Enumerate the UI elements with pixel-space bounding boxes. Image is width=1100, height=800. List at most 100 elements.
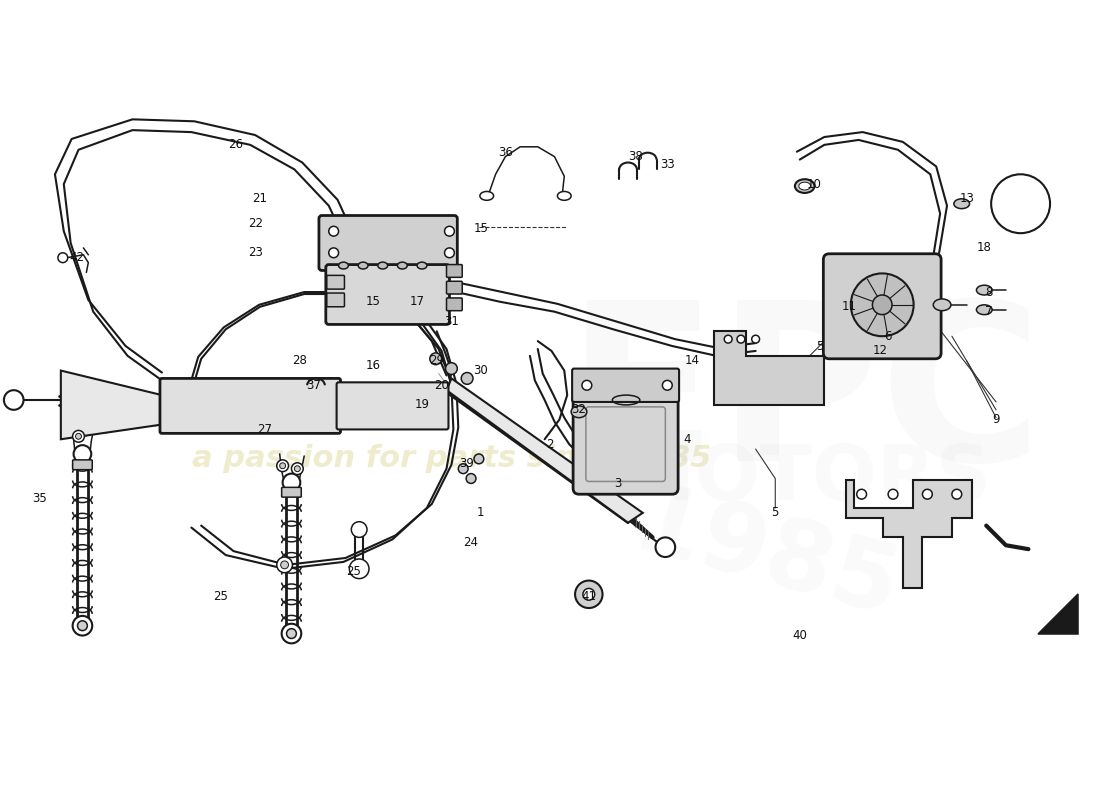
- Ellipse shape: [795, 179, 814, 193]
- Polygon shape: [846, 481, 971, 589]
- Text: 19: 19: [415, 398, 429, 411]
- Ellipse shape: [954, 199, 969, 209]
- Circle shape: [279, 463, 286, 469]
- Circle shape: [73, 616, 92, 635]
- Circle shape: [280, 561, 288, 569]
- Text: 28: 28: [292, 354, 307, 367]
- Circle shape: [58, 253, 68, 262]
- Circle shape: [583, 589, 595, 600]
- Circle shape: [430, 353, 441, 365]
- Text: MOTORS: MOTORS: [619, 442, 991, 515]
- Ellipse shape: [359, 262, 369, 269]
- Text: 31: 31: [444, 315, 459, 328]
- Text: 3: 3: [615, 477, 622, 490]
- Circle shape: [751, 335, 760, 343]
- Text: 42: 42: [69, 251, 84, 264]
- Circle shape: [582, 380, 592, 390]
- Circle shape: [461, 373, 473, 384]
- Text: 13: 13: [959, 192, 975, 206]
- Text: 41: 41: [581, 590, 596, 602]
- Circle shape: [295, 466, 300, 472]
- FancyBboxPatch shape: [572, 369, 679, 402]
- Text: 26: 26: [228, 138, 243, 151]
- Text: 11: 11: [842, 300, 857, 314]
- Text: 4: 4: [683, 433, 691, 446]
- Text: a passion for parts since 1985: a passion for parts since 1985: [191, 444, 711, 474]
- Circle shape: [857, 490, 867, 499]
- Circle shape: [351, 522, 367, 538]
- FancyBboxPatch shape: [573, 394, 678, 494]
- Circle shape: [446, 362, 458, 374]
- FancyBboxPatch shape: [327, 293, 344, 306]
- Circle shape: [287, 629, 296, 638]
- Text: 29: 29: [429, 354, 444, 367]
- Ellipse shape: [977, 305, 992, 314]
- Circle shape: [888, 490, 898, 499]
- Text: 1: 1: [477, 506, 485, 519]
- FancyBboxPatch shape: [447, 282, 462, 294]
- Circle shape: [76, 434, 81, 439]
- Ellipse shape: [417, 262, 427, 269]
- Text: 33: 33: [660, 158, 674, 171]
- FancyBboxPatch shape: [282, 487, 301, 497]
- Text: 14: 14: [684, 354, 700, 367]
- Circle shape: [350, 559, 368, 578]
- Text: 18: 18: [977, 242, 992, 254]
- Text: 17: 17: [409, 295, 425, 308]
- Circle shape: [466, 474, 476, 483]
- FancyBboxPatch shape: [160, 378, 341, 434]
- Text: EPC: EPC: [565, 293, 1044, 507]
- Text: 23: 23: [248, 246, 263, 259]
- Text: 22: 22: [248, 217, 263, 230]
- Circle shape: [459, 464, 469, 474]
- Text: 5: 5: [771, 506, 779, 519]
- Circle shape: [4, 390, 23, 410]
- FancyBboxPatch shape: [823, 254, 942, 358]
- Polygon shape: [60, 370, 162, 439]
- Text: 27: 27: [257, 423, 273, 436]
- Circle shape: [277, 460, 288, 472]
- FancyBboxPatch shape: [327, 275, 344, 289]
- Text: 8: 8: [986, 286, 993, 298]
- Circle shape: [952, 490, 961, 499]
- FancyBboxPatch shape: [326, 265, 450, 325]
- FancyBboxPatch shape: [447, 298, 462, 310]
- Text: 38: 38: [628, 150, 643, 163]
- Text: 30: 30: [473, 364, 488, 377]
- Circle shape: [724, 335, 733, 343]
- Ellipse shape: [339, 262, 349, 269]
- Ellipse shape: [558, 191, 571, 200]
- Text: 2: 2: [546, 438, 553, 450]
- Circle shape: [923, 490, 933, 499]
- FancyBboxPatch shape: [319, 215, 458, 270]
- Text: 7: 7: [986, 305, 993, 318]
- FancyBboxPatch shape: [337, 382, 449, 430]
- Circle shape: [444, 226, 454, 236]
- Circle shape: [277, 557, 293, 573]
- Circle shape: [73, 430, 85, 442]
- Ellipse shape: [977, 285, 992, 295]
- Text: 9: 9: [992, 413, 1000, 426]
- Text: 15: 15: [473, 222, 488, 234]
- Circle shape: [74, 445, 91, 463]
- Circle shape: [575, 581, 603, 608]
- Circle shape: [850, 274, 914, 336]
- Text: 20: 20: [434, 378, 449, 392]
- Text: 16: 16: [365, 359, 381, 372]
- Text: 6: 6: [884, 330, 892, 342]
- Ellipse shape: [799, 182, 811, 190]
- Circle shape: [282, 624, 301, 643]
- Text: 15: 15: [365, 295, 381, 308]
- Circle shape: [474, 454, 484, 464]
- FancyBboxPatch shape: [447, 265, 462, 278]
- Circle shape: [444, 248, 454, 258]
- Text: 24: 24: [463, 536, 478, 549]
- Ellipse shape: [933, 299, 950, 310]
- Text: 5: 5: [816, 339, 823, 353]
- Text: 25: 25: [213, 590, 228, 602]
- Text: 1985: 1985: [623, 477, 909, 637]
- Polygon shape: [1038, 594, 1078, 634]
- Circle shape: [737, 335, 745, 343]
- FancyBboxPatch shape: [73, 460, 92, 470]
- Ellipse shape: [377, 262, 387, 269]
